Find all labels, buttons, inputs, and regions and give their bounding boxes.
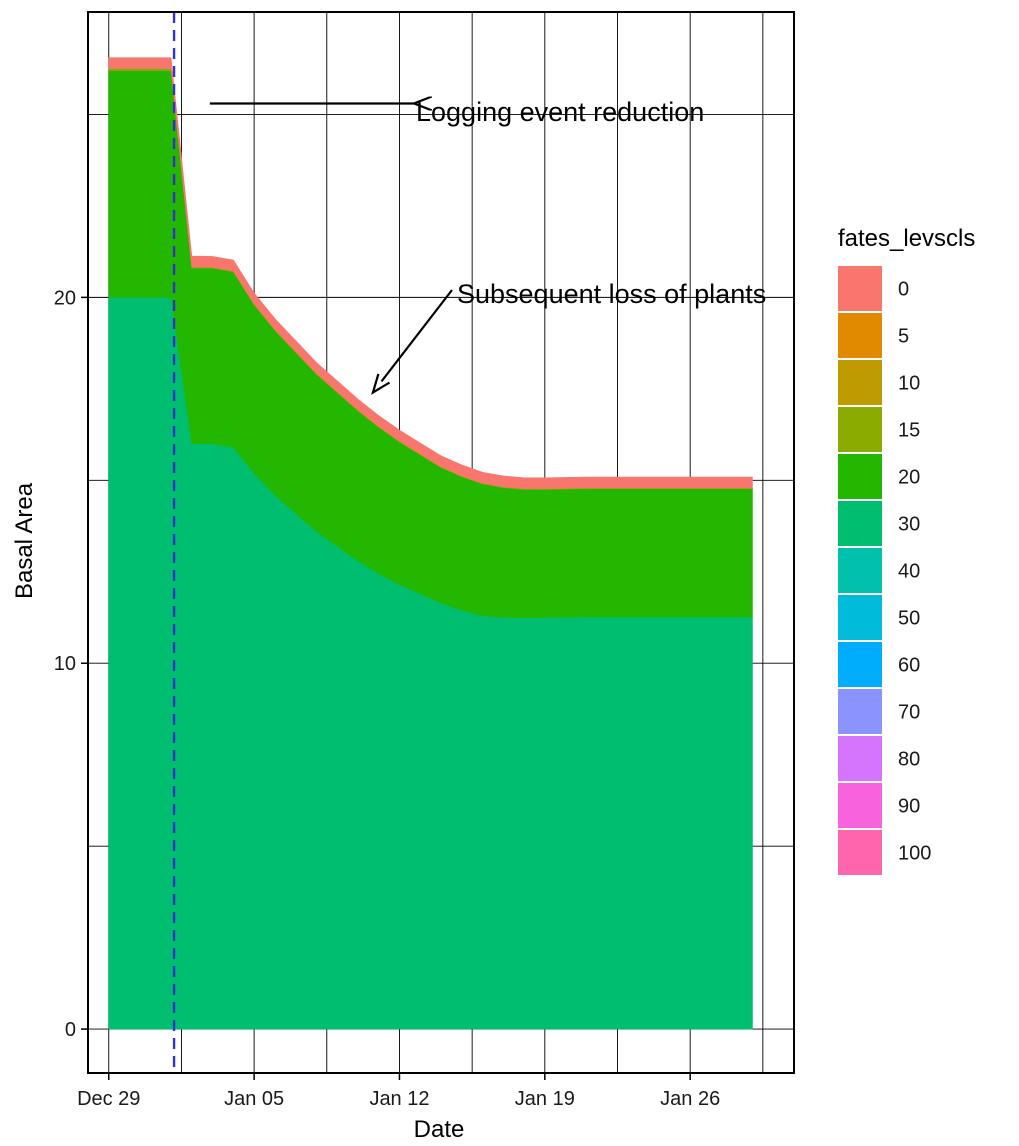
legend-swatch [838,266,882,311]
legend-label: 70 [898,702,920,724]
legend-swatch [838,783,882,828]
legend-label: 50 [898,608,920,630]
legend-label: 60 [898,655,920,677]
annotation-arrowhead [371,373,391,395]
legend-label: 20 [898,467,920,489]
plot-panel-border [87,11,795,1074]
x-tick-label: Jan 12 [369,1088,429,1110]
legend: fates_levscls 0 5 10 15 20 30 40 50 60 70 80 90 100 [838,225,975,875]
legend-label: 80 [898,749,920,771]
legend-label: 0 [898,279,909,301]
annotation-text: Subsequent loss of plants [457,279,766,309]
legend-label: 15 [898,420,920,442]
y-tick-label: 0 [65,1019,76,1041]
x-tick-label: Jan 26 [660,1088,720,1110]
legend-swatch [838,501,882,546]
legend-swatch [838,407,882,452]
legend-label: 90 [898,796,920,818]
legend-swatch [838,595,882,640]
legend-swatch [838,642,882,687]
legend-title: fates_levscls [838,225,975,252]
stacked-areas [108,57,753,1030]
legend-swatch [838,736,882,781]
legend-label: 100 [898,843,931,865]
legend-label: 40 [898,561,920,583]
legend-swatch [838,360,882,405]
y-tick-label: 10 [54,653,76,675]
legend-swatch [838,548,882,593]
x-tick-label: Jan 05 [224,1088,284,1110]
legend-label: 10 [898,373,920,395]
annotation-arrow [380,289,453,383]
x-tick-label: Dec 29 [77,1088,140,1110]
y-axis-title: Basal Area [11,482,38,599]
x-tick-label: Jan 19 [515,1088,575,1110]
annotations: Logging event reduction Subsequent loss o… [209,97,766,395]
area-series-0 [108,57,753,490]
legend-label: 5 [898,326,909,348]
legend-swatch [838,313,882,358]
axes: Dec 29 Jan 05 Jan 12 Jan 19 Jan 26 0 10 20 [54,287,720,1110]
legend-swatch [838,689,882,734]
x-axis-title: Date [414,1116,465,1143]
y-tick-label: 20 [54,287,76,309]
annotation-text: Logging event reduction [416,97,704,127]
legend-label: 30 [898,514,920,536]
legend-swatch [838,454,882,499]
legend-swatch [838,830,882,875]
